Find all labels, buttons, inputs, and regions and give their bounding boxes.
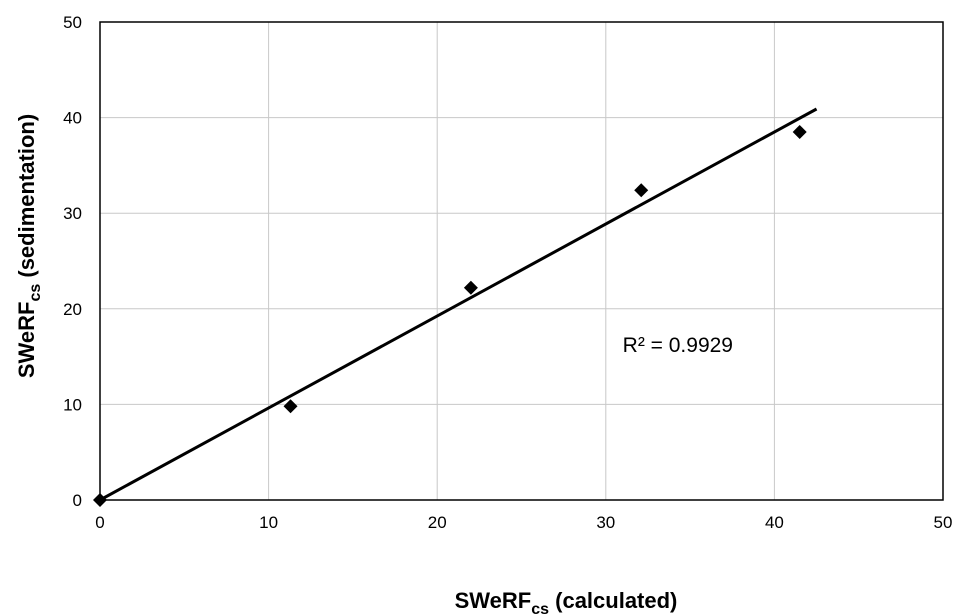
y-axis-tick-labels: 0 10 20 30 40 50	[63, 13, 82, 510]
data-point-diamond	[463, 280, 478, 295]
data-point-diamond	[634, 183, 649, 198]
y-axis-title: SWeRFcs (sedimentation)	[14, 114, 44, 378]
x-tick-label: 30	[596, 513, 615, 532]
y-tick-label: 20	[63, 300, 82, 319]
data-points	[93, 124, 807, 507]
y-tick-label: 0	[73, 491, 82, 510]
x-tick-label: 10	[259, 513, 278, 532]
r-squared-annotation: R² = 0.9929	[623, 334, 733, 357]
y-tick-label: 30	[63, 204, 82, 223]
data-point-diamond	[283, 399, 298, 414]
y-tick-label: 40	[63, 109, 82, 128]
data-point-diamond	[93, 493, 107, 507]
data-point-diamond	[792, 124, 807, 139]
x-axis-tick-labels: 0 10 20 30 40 50	[95, 513, 952, 532]
x-tick-label: 20	[428, 513, 447, 532]
x-tick-label: 0	[95, 513, 104, 532]
x-axis-title: SWeRFcs (calculated)	[455, 588, 678, 615]
grid-lines	[100, 22, 943, 500]
trendline	[99, 107, 818, 502]
x-tick-label: 40	[765, 513, 784, 532]
plot-area-frame	[99, 21, 944, 501]
y-tick-label: 50	[63, 13, 82, 32]
y-tick-label: 10	[63, 395, 82, 414]
x-tick-label: 50	[934, 513, 953, 532]
